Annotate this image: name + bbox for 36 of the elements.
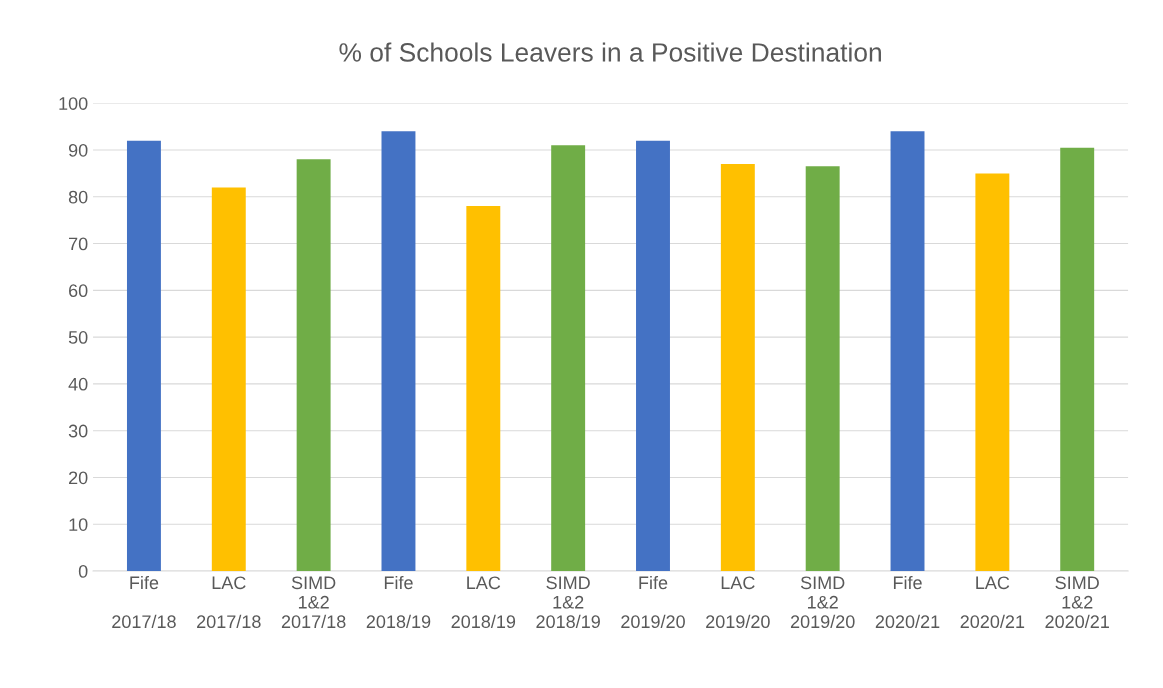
category-label: Fife 2018/19 <box>366 575 431 629</box>
category-label: LAC 2017/18 <box>197 576 261 629</box>
bar <box>551 145 586 572</box>
y-tick-label: 10 <box>69 518 88 531</box>
y-tick-label: 90 <box>68 143 88 157</box>
y-tick-label: 60 <box>69 284 88 298</box>
bar <box>805 166 840 572</box>
bar <box>1060 147 1095 572</box>
category-label: LAC 2018/19 <box>451 576 516 629</box>
bar <box>466 206 501 572</box>
bar <box>720 164 755 572</box>
bar <box>296 159 331 572</box>
chart-title: % of Schools Leavers in a Positive Destination <box>339 42 881 62</box>
category-label: Fife 2020/21 <box>875 575 940 629</box>
y-tick-label: 100 <box>59 97 88 110</box>
y-tick-label: 50 <box>68 331 88 344</box>
bar <box>890 131 925 572</box>
bar <box>975 173 1010 572</box>
bar <box>636 140 670 572</box>
x-tick-label: SIMD 1&2 2019/20 <box>790 576 855 629</box>
category-label: Fife 2019/20 <box>621 575 685 629</box>
category-label: LAC 2019/20 <box>706 576 770 629</box>
category-label: LAC 2020/21 <box>960 576 1025 629</box>
y-tick-label: 80 <box>68 190 88 204</box>
y-tick-label: 40 <box>68 377 88 391</box>
x-tick-label: SIMD 1&2 2018/19 <box>536 576 600 629</box>
x-tick-label: SIMD 1&2 2017/18 <box>281 576 346 629</box>
bar <box>381 131 416 572</box>
x-tick-label: SIMD 1&2 2020/21 <box>1045 576 1109 629</box>
y-tick-label: 0 <box>78 564 88 578</box>
y-tick-label: 70 <box>69 237 88 251</box>
bar <box>211 187 246 572</box>
y-tick-label: 30 <box>68 424 88 438</box>
y-tick-label: 20 <box>69 471 88 485</box>
category-label: Fife 2017/18 <box>112 575 176 629</box>
bar <box>126 140 161 572</box>
